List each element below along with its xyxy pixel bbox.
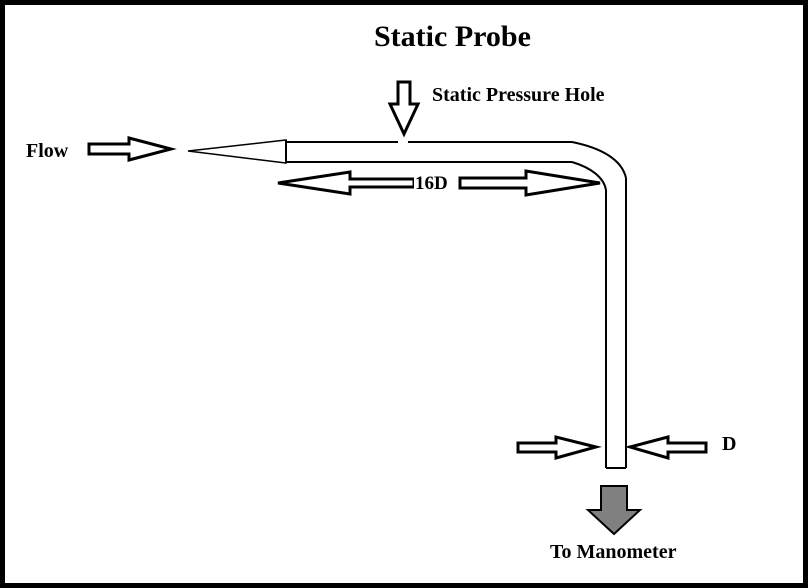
probe-elbow (571, 141, 627, 191)
to-manometer-label: To Manometer (550, 541, 677, 563)
static-pressure-hole (399, 139, 407, 145)
manometer-arrow-icon (585, 485, 643, 536)
diameter-arrow-right-icon (624, 435, 708, 460)
length-dimension-arrow-icon (277, 170, 416, 196)
probe-vertical-stem (605, 178, 627, 469)
flow-label: Flow (26, 140, 69, 162)
static-pressure-hole-label: Static Pressure Hole (432, 84, 605, 106)
probe-horizontal-tube (285, 140, 572, 163)
hole-pointer-arrow-icon (387, 80, 421, 138)
diameter-arrow-left-icon (516, 435, 602, 460)
length-dimension-label: 16D (414, 173, 449, 194)
diameter-label: D (722, 433, 737, 455)
length-dimension-arrow-icon (458, 169, 601, 197)
diagram-title: Static Probe (374, 20, 531, 53)
flow-arrow-icon (87, 136, 177, 162)
probe-cone-tip (187, 139, 287, 164)
